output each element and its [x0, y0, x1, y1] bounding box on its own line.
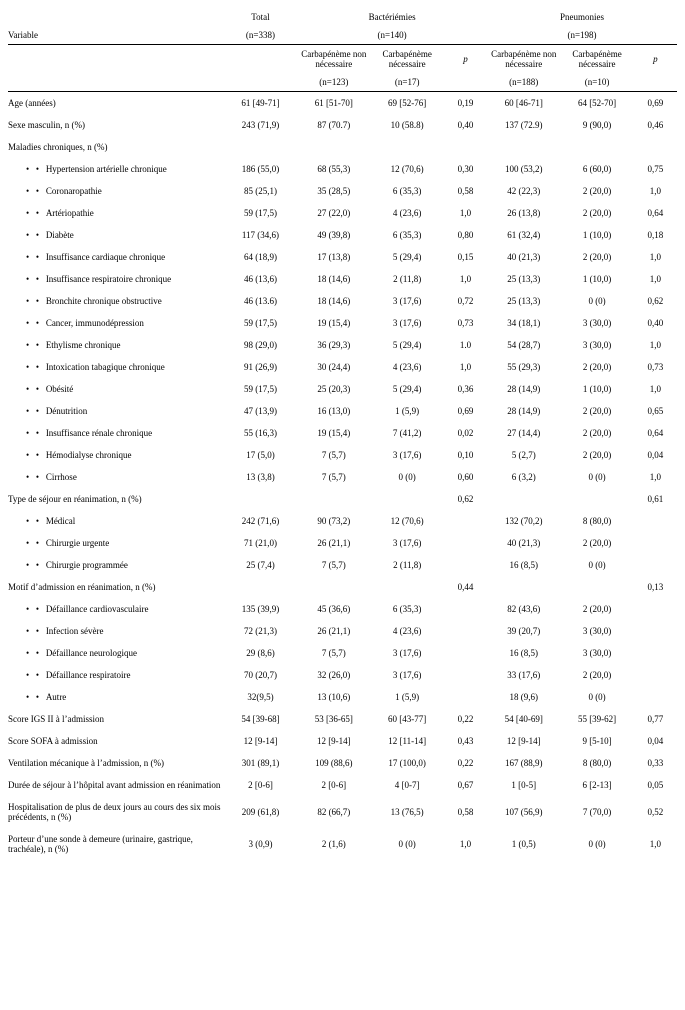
row-label: Hémodialyse chronique	[36, 450, 132, 460]
row-label: Ethylisme chronique	[36, 340, 121, 350]
table-row: Chirurgie programmée25 (7,4)7 (5,7)2 (11…	[8, 554, 677, 576]
table-row: Porteur d’une sonde à demeure (urinaire,…	[8, 828, 677, 860]
row-label: Score SOFA à admission	[8, 730, 224, 752]
table-row: Hospitalisation de plus de deux jours au…	[8, 796, 677, 828]
row-label: Infection sévère	[36, 626, 104, 636]
row-label: Ventilation mécanique à l’admission, n (…	[8, 752, 224, 774]
table-row: Score SOFA à admission12 [9-14]12 [9-14]…	[8, 730, 677, 752]
table-row: Insuffisance cardiaque chronique64 (18,9…	[8, 246, 677, 268]
row-label: Médical	[36, 516, 75, 526]
table-row: Dénutrition47 (13,9)16 (13,0)1 (5,9)0,69…	[8, 400, 677, 422]
row-label: Score IGS II à l’admission	[8, 708, 224, 730]
table-row: Type de séjour en réanimation, n (%)0,62…	[8, 488, 677, 510]
table-row: Artériopathie59 (17,5)27 (22,0)4 (23,6)1…	[8, 202, 677, 224]
row-label: Défaillance respiratoire	[36, 670, 131, 680]
table-row: Insuffisance rénale chronique55 (16,3)19…	[8, 422, 677, 444]
table-row: Age (années)61 [49-71]61 [51-70]69 [52-7…	[8, 92, 677, 115]
table-row: Insuffisance respiratoire chronique46 (1…	[8, 268, 677, 290]
row-label: Autre	[36, 692, 66, 702]
col-variable: Variable	[8, 26, 224, 45]
table-row: Score IGS II à l’admission54 [39-68]53 […	[8, 708, 677, 730]
table-row: Hémodialyse chronique17 (5,0)7 (5,7)3 (1…	[8, 444, 677, 466]
table-row: Défaillance respiratoire70 (20,7)32 (26,…	[8, 664, 677, 686]
table-row: Défaillance cardiovasculaire135 (39,9)45…	[8, 598, 677, 620]
row-label: Age (années)	[8, 92, 224, 115]
table-row: Hypertension artérielle chronique186 (55…	[8, 158, 677, 180]
table-row: Ethylisme chronique98 (29,0)36 (29,3)5 (…	[8, 334, 677, 356]
table-row: Défaillance neurologique29 (8,6)7 (5,7)3…	[8, 642, 677, 664]
row-label: Bronchite chronique obstructive	[36, 296, 162, 306]
table-row: Infection sévère72 (21,3)26 (21,1)4 (23,…	[8, 620, 677, 642]
clinical-table: Total Bactériémies Pneumonies Variable (…	[8, 8, 677, 860]
row-label: Intoxication tabagique chronique	[36, 362, 165, 372]
row-label: Durée de séjour à l’hôpital avant admiss…	[8, 774, 224, 796]
row-label: Obésité	[36, 384, 73, 394]
table-row: Motif d’admission en réanimation, n (%)0…	[8, 576, 677, 598]
table-row: Sexe masculin, n (%)243 (71,9)87 (70.7)1…	[8, 114, 677, 136]
header-row-4: (n=123) (n=17) (n=188) (n=10)	[8, 73, 677, 92]
col-pneu: Pneumonies	[487, 8, 677, 26]
row-label: Type de séjour en réanimation, n (%)	[8, 488, 224, 510]
table-row: Obésité59 (17,5)25 (20,3)5 (29,4)0,3628 …	[8, 378, 677, 400]
row-label: Chirurgie urgente	[36, 538, 109, 548]
table-row: Bronchite chronique obstructive46 (13.6)…	[8, 290, 677, 312]
row-label: Dénutrition	[36, 406, 87, 416]
table-body: Age (années)61 [49-71]61 [51-70]69 [52-7…	[8, 92, 677, 861]
col-bact: Bactériémies	[297, 8, 487, 26]
table-row: Maladies chroniques, n (%)	[8, 136, 677, 158]
row-label: Motif d’admission en réanimation, n (%)	[8, 576, 224, 598]
table-row: Chirurgie urgente71 (21,0)26 (21,1)3 (17…	[8, 532, 677, 554]
row-label: Insuffisance rénale chronique	[36, 428, 152, 438]
table-row: Coronaropathie85 (25,1)35 (28,5)6 (35,3)…	[8, 180, 677, 202]
table-row: Durée de séjour à l’hôpital avant admiss…	[8, 774, 677, 796]
row-label: Insuffisance respiratoire chronique	[36, 274, 171, 284]
row-label: Sexe masculin, n (%)	[8, 114, 224, 136]
header-row-1: Total Bactériémies Pneumonies	[8, 8, 677, 26]
row-label: Porteur d’une sonde à demeure (urinaire,…	[8, 828, 224, 860]
row-label: Insuffisance cardiaque chronique	[36, 252, 165, 262]
row-label: Maladies chroniques, n (%)	[8, 136, 224, 158]
table-row: Ventilation mécanique à l’admission, n (…	[8, 752, 677, 774]
row-label: Cirrhose	[36, 472, 77, 482]
row-label: Coronaropathie	[36, 186, 102, 196]
table-row: Diabète117 (34,6)49 (39,8)6 (35,3)0,8061…	[8, 224, 677, 246]
header-row-2: Variable (n=338) (n=140) (n=198)	[8, 26, 677, 45]
row-label: Défaillance cardiovasculaire	[36, 604, 149, 614]
row-label: Diabète	[36, 230, 74, 240]
row-label: Défaillance neurologique	[36, 648, 137, 658]
row-label: Hypertension artérielle chronique	[36, 164, 167, 174]
table-row: Cancer, immunodépression59 (17,5)19 (15,…	[8, 312, 677, 334]
col-total: Total	[224, 8, 297, 26]
row-label: Artériopathie	[36, 208, 94, 218]
row-label: Cancer, immunodépression	[36, 318, 144, 328]
table-row: Intoxication tabagique chronique91 (26,9…	[8, 356, 677, 378]
row-label: Hospitalisation de plus de deux jours au…	[8, 796, 224, 828]
table-row: Cirrhose13 (3,8)7 (5,7)0 (0)0,606 (3,2)0…	[8, 466, 677, 488]
table-row: Médical242 (71,6)90 (73,2)12 (70,6)132 (…	[8, 510, 677, 532]
header-row-3: Carbapénème non nécessaire Carbapénème n…	[8, 45, 677, 74]
row-label: Chirurgie programmée	[36, 560, 128, 570]
table-row: Autre32(9,5)13 (10,6)1 (5,9)18 (9,6)0 (0…	[8, 686, 677, 708]
